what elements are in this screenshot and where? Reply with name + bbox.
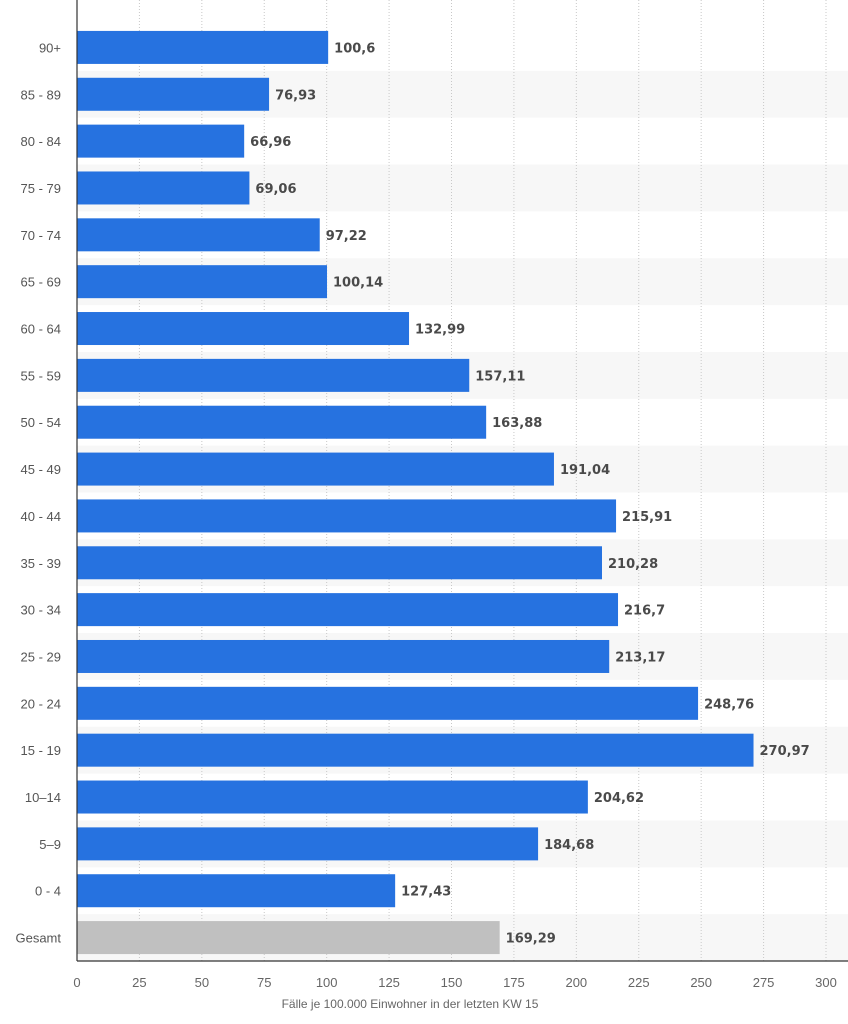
x-tick-label: 150 — [441, 975, 463, 990]
category-label: 45 - 49 — [21, 462, 61, 477]
value-label: 66,96 — [250, 135, 291, 150]
category-label: 90+ — [39, 40, 61, 55]
category-label: 30 - 34 — [21, 603, 61, 618]
bar — [77, 499, 617, 533]
category-label: 0 - 4 — [35, 884, 61, 899]
category-label: 20 - 24 — [21, 696, 61, 711]
category-label: Gesamt — [15, 931, 61, 946]
value-label: 216,7 — [624, 604, 665, 619]
total-bar — [77, 921, 500, 955]
bar — [77, 77, 270, 111]
bar — [77, 124, 245, 158]
category-label: 55 - 59 — [21, 368, 61, 383]
category-label: 85 - 89 — [21, 87, 61, 102]
category-label: 70 - 74 — [21, 228, 61, 243]
value-label: 100,6 — [334, 41, 375, 56]
value-label: 157,11 — [475, 369, 525, 384]
value-label: 191,04 — [560, 463, 610, 478]
category-label: 10–14 — [25, 790, 61, 805]
bar — [77, 827, 539, 861]
bar — [77, 265, 328, 299]
x-tick-label: 75 — [257, 975, 271, 990]
x-tick-label: 50 — [195, 975, 209, 990]
x-axis-title: Fälle je 100.000 Einwohner in der letzte… — [282, 997, 539, 1011]
x-tick-label: 0 — [73, 975, 80, 990]
axes: 0 25 50 75 100 125 150 175 200 225 250 275 300 — [73, 0, 848, 990]
category-label: 5–9 — [39, 837, 61, 852]
value-label: 132,99 — [415, 323, 465, 338]
category-label: 40 - 44 — [21, 509, 61, 524]
bar — [77, 686, 699, 720]
x-tick-label: 300 — [815, 975, 837, 990]
bar — [77, 358, 470, 392]
value-label: 163,88 — [492, 416, 542, 431]
x-tick-label: 175 — [503, 975, 525, 990]
value-label: 97,22 — [326, 229, 367, 244]
category-label: 50 - 54 — [21, 415, 61, 430]
bar — [77, 171, 250, 205]
value-label: 169,29 — [506, 932, 556, 947]
category-label: 75 - 79 — [21, 181, 61, 196]
bar — [77, 452, 554, 486]
bar — [77, 546, 602, 580]
x-tick-label: 25 — [132, 975, 146, 990]
value-label: 204,62 — [594, 791, 644, 806]
bar — [77, 405, 487, 439]
bar — [77, 30, 329, 64]
value-label: 100,14 — [333, 276, 383, 291]
category-labels: 90+ 85 - 89 80 - 84 75 - 79 70 - 74 65 - 69 60… — [15, 40, 61, 945]
value-label: 213,17 — [615, 650, 665, 665]
x-tick-label: 125 — [378, 975, 400, 990]
category-label: 80 - 84 — [21, 134, 61, 149]
value-label: 210,28 — [608, 557, 658, 572]
value-label: 270,97 — [760, 744, 810, 759]
bar — [77, 780, 588, 814]
value-label: 184,68 — [544, 838, 594, 853]
value-label: 127,43 — [401, 885, 451, 900]
value-label: 69,06 — [255, 182, 296, 197]
x-tick-label: 250 — [690, 975, 712, 990]
x-tick-label: 275 — [753, 975, 775, 990]
category-label: 60 - 64 — [21, 322, 61, 337]
bar — [77, 639, 610, 673]
x-tick-label: 225 — [628, 975, 650, 990]
bar — [77, 874, 396, 908]
category-label: 25 - 29 — [21, 649, 61, 664]
x-tick-label: 100 — [316, 975, 338, 990]
value-label: 76,93 — [275, 88, 316, 103]
value-label: 248,76 — [704, 697, 754, 712]
category-label: 35 - 39 — [21, 556, 61, 571]
bar — [77, 312, 410, 346]
bar — [77, 733, 754, 767]
value-labels: 100,6 76,93 66,96 69,06 97,22 100,14 132,99 157… — [250, 41, 810, 946]
bars — [77, 30, 754, 955]
value-label: 215,91 — [622, 510, 672, 525]
bar — [77, 593, 619, 627]
category-label: 15 - 19 — [21, 743, 61, 758]
x-tick-label: 200 — [565, 975, 587, 990]
bar — [77, 218, 320, 252]
category-label: 65 - 69 — [21, 275, 61, 290]
